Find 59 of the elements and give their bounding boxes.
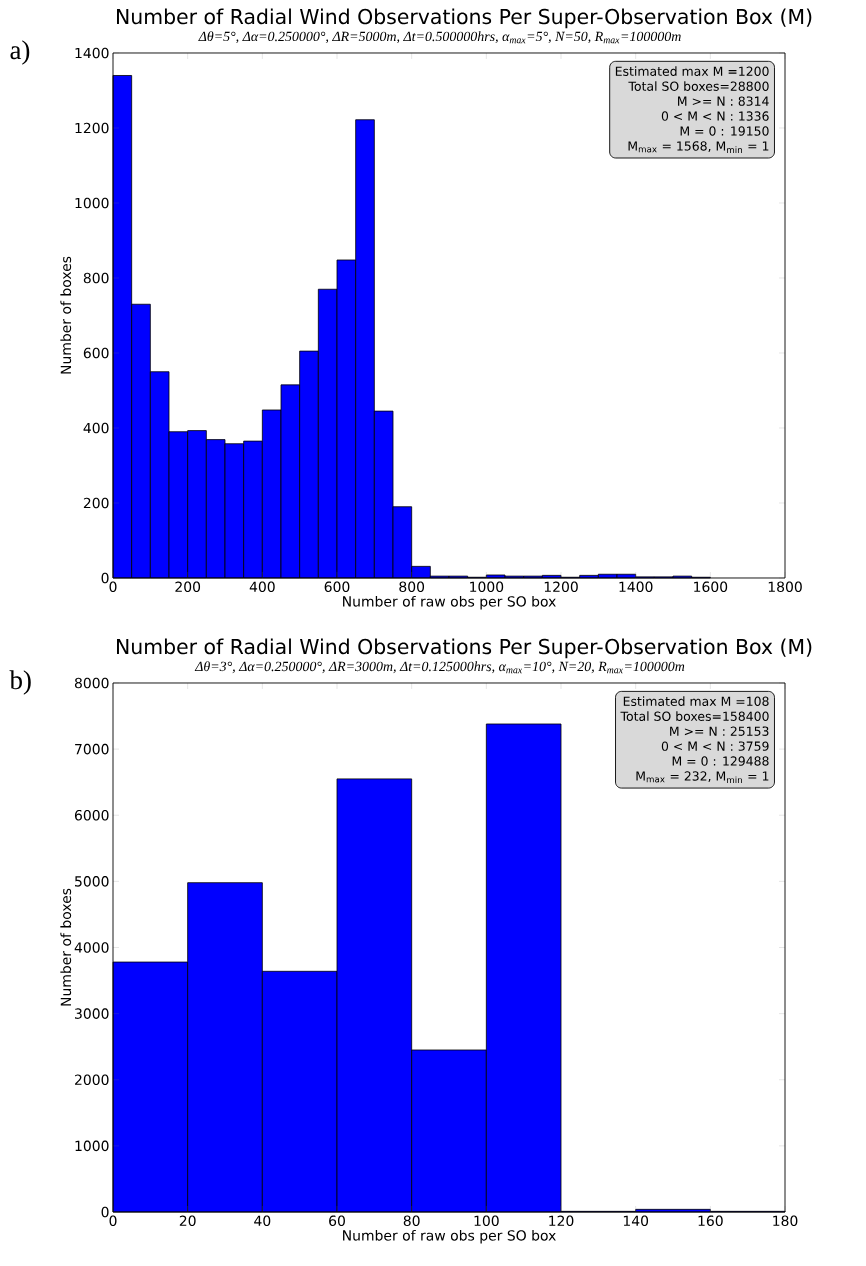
annotation: M = 0 : 129488	[672, 756, 769, 766]
annotation: M >= N : 8314	[678, 96, 769, 106]
y-tick-label: 0	[101, 572, 109, 584]
annotation: Total SO boxes=158400	[620, 711, 769, 721]
x-tick-label: 400	[249, 581, 275, 593]
y-tick-label: 2000	[75, 1074, 109, 1086]
x-tick-label: 100	[474, 1215, 499, 1227]
y-tick-label: 400	[83, 422, 109, 434]
y-tick-label: 0	[101, 1206, 109, 1218]
y-tick-label: 8000	[74, 677, 109, 689]
annotation: 0 < M < N : 1336	[661, 111, 769, 121]
x-tick-label: 800	[399, 581, 425, 593]
text: a)	[10, 40, 30, 65]
chart-title: Number of Radial Wind Observations Per Super-Observation Box (M)	[117, 638, 812, 659]
x-tick-label: 1000	[470, 581, 504, 593]
x-tick-label: 200	[175, 581, 201, 593]
y-tick-label: 1400	[75, 47, 109, 59]
y-tick-label: 600	[83, 347, 109, 359]
x-tick-label: 1800	[768, 581, 802, 593]
y-tick-label: 200	[83, 497, 109, 509]
y-tick-label: 1000	[75, 1140, 109, 1152]
annotation: M$_{max}$ = 232, M$_{min}$ = 1	[636, 771, 769, 784]
text: b)	[9, 670, 31, 695]
y-tick-label: 7000	[75, 743, 109, 755]
annotation: M = 0 : 19150	[680, 126, 769, 136]
annotation: M$_{max}$ = 1568, M$_{min}$ = 1	[628, 141, 769, 153]
chart-subtitle: Δθ=3°, Δα=0.250000°, ΔR=3000m, Δt=0.125000hrs, α$_{max}$=10°, N=20, R$_{max}$=100000m	[194, 661, 685, 674]
annotation: 0 < M < N : 3759	[661, 741, 769, 751]
x-tick-label: 0	[109, 581, 117, 593]
annotation: Estimated max M =1200	[615, 66, 769, 76]
x-tick-label: 120	[549, 1215, 574, 1227]
y-tick-label: 800	[83, 272, 109, 284]
x-tick-label: 140	[623, 1215, 649, 1227]
x-tick-label: 160	[698, 1215, 723, 1227]
y-tick-label: 5000	[75, 876, 109, 887]
x-tick-label: 1200	[544, 581, 578, 593]
x-tick-label: 1600	[694, 581, 728, 593]
y-tick-label: 1000	[75, 197, 109, 209]
x-tick-label: 180	[773, 1215, 798, 1227]
annotation: Total SO boxes=28800	[628, 81, 769, 91]
x-tick-label: 60	[329, 1215, 345, 1227]
x-tick-label: 1400	[619, 581, 653, 593]
y-tick-label: 6000	[74, 809, 109, 821]
x-axis-title: Number of raw obs per SO box	[343, 595, 556, 610]
y-axis-title: Number of boxes	[60, 256, 72, 374]
y-tick-label: 4000	[74, 942, 109, 953]
x-tick-label: 600	[324, 581, 350, 593]
chart-subtitle: Δθ=5°, Δα=0.250000°, ΔR=5000m, Δt=0.500000hrs, α$_{max}$=5°, N=50, R$_{max}$=100000m	[198, 31, 681, 44]
x-tick-label: 40	[254, 1215, 271, 1227]
y-tick-label: 3000	[75, 1008, 109, 1019]
y-axis-title: Number of boxes	[60, 888, 72, 1006]
annotation: M >= N : 25153	[670, 726, 769, 736]
chart-title: Number of Radial Wind Observations Per Super-Observation Box (M)	[117, 8, 812, 29]
annotation: Estimated max M =108	[623, 696, 769, 707]
y-tick-label: 1200	[75, 122, 109, 134]
x-tick-label: 0	[109, 1215, 117, 1227]
x-axis-title: Number of raw obs per SO box	[343, 1229, 556, 1244]
x-tick-label: 20	[179, 1215, 196, 1227]
x-tick-label: 80	[403, 1215, 420, 1227]
